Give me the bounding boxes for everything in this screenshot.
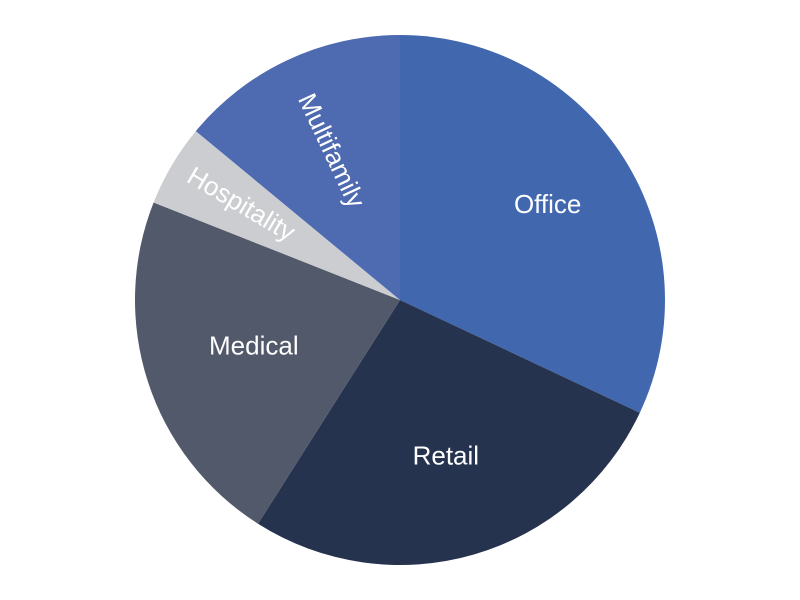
pie-chart-container: OfficeRetailMedicalHospitalityMultifamil… bbox=[0, 0, 800, 600]
pie-slice-label: Office bbox=[514, 189, 581, 219]
pie-chart: OfficeRetailMedicalHospitalityMultifamil… bbox=[0, 0, 800, 600]
pie-slice-label: Retail bbox=[413, 441, 479, 471]
pie-slice-label: Medical bbox=[209, 330, 299, 360]
